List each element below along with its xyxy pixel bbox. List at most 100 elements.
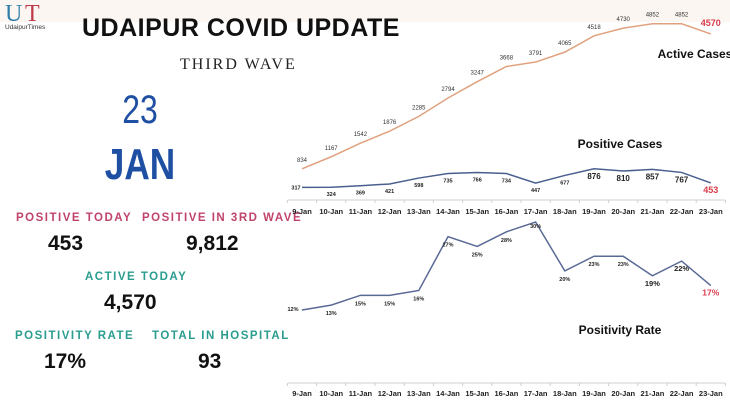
positivity-rate-line [301, 221, 712, 311]
positivity-data-label: 28% [501, 238, 512, 244]
positivity-data-label: 27% [442, 243, 453, 249]
positive-cases-data-label: 447 [531, 188, 540, 194]
x-tick-label: 14-Jan [436, 207, 460, 216]
positivity-data-label: 12% [287, 307, 298, 313]
x-tick-label: 18-Jan [553, 207, 577, 216]
active-cases-data-label: 1876 [383, 120, 397, 126]
active-cases-data-label: 4852 [646, 13, 660, 19]
active-cases-data-label: 2285 [412, 105, 426, 111]
x-tick-label: 17-Jan [524, 389, 548, 398]
x-tick-label: 13-Jan [407, 207, 431, 216]
udaipurtimes-logo: U T UdaipurTimes [3, 1, 49, 33]
active-cases-data-label: 4852 [675, 13, 689, 19]
positivity-data-label: 16% [413, 296, 424, 302]
active-cases-data-label: 4570 [701, 18, 721, 28]
positive-cases-data-label: 810 [617, 174, 631, 183]
logo-letter-t: T [25, 1, 40, 27]
positivity-data-label: 19% [645, 279, 660, 288]
x-tick-label: 12-Jan [378, 207, 402, 216]
positivity-data-label: 20% [559, 277, 570, 283]
positivity-rate-series-label: Positivity Rate [579, 323, 662, 337]
x-tick-label: 22-Jan [670, 389, 694, 398]
positivity-rate-value: 17% [44, 350, 87, 373]
x-tick-label: 21-Jan [641, 389, 665, 398]
page-subtitle: THIRD WAVE [180, 56, 297, 73]
positive-cases-line [301, 168, 712, 189]
active-cases-line [301, 22, 712, 170]
x-tick-label: 10-Jan [319, 207, 343, 216]
x-tick-label: 21-Jan [641, 207, 665, 216]
active-cases-data-label: 3247 [471, 71, 485, 77]
x-tick-label: 12-Jan [378, 389, 402, 398]
active-cases-data-label: 3668 [500, 55, 514, 61]
positive-cases-data-label: 369 [356, 191, 365, 197]
positivity-data-label: 23% [618, 262, 629, 268]
positive-cases-data-label: 767 [675, 175, 689, 184]
positivity-data-label: 13% [326, 311, 337, 317]
x-tick-label: 23-Jan [699, 389, 723, 398]
active-cases-data-label: 3791 [529, 51, 543, 57]
x-tick-label: 14-Jan [436, 389, 460, 398]
x-tick-label: 9-Jan [292, 207, 312, 216]
x-tick-label: 18-Jan [553, 389, 577, 398]
x-tick-label: 10-Jan [319, 389, 343, 398]
positivity-data-label: 17% [702, 288, 719, 298]
active-cases-data-label: 1542 [354, 132, 368, 138]
positive-cases-data-label: 766 [473, 177, 482, 183]
logo-letter-u: U [5, 1, 22, 27]
x-tick-label: 19-Jan [582, 389, 606, 398]
positivity-data-label: 15% [355, 301, 366, 307]
positivity-rate-label: POSITIVITY RATE [15, 330, 135, 342]
x-tick-label: 15-Jan [465, 389, 489, 398]
positivity-data-label: 25% [472, 252, 483, 258]
positive-cases-data-label: 453 [703, 185, 718, 195]
positive-cases-data-label: 857 [646, 172, 660, 181]
x-tick-label: 17-Jan [524, 207, 548, 216]
page-title: UDAIPUR COVID UPDATE [82, 14, 400, 42]
x-tick-label: 15-Jan [465, 207, 489, 216]
positive-cases-data-label: 734 [502, 179, 512, 185]
total-in-hospital-value: 93 [198, 350, 222, 373]
active-cases-data-label: 4065 [558, 41, 572, 47]
active-cases-data-label: 1167 [325, 146, 339, 152]
positive-cases-data-label: 324 [327, 192, 337, 198]
date-month: JAN [104, 140, 176, 189]
header-band [0, 0, 730, 22]
positive-3rd-wave-value: 9,812 [186, 232, 239, 255]
active-today-value: 4,570 [104, 291, 157, 314]
total-in-hospital-label: TOTAL IN HOSPITAL [152, 330, 290, 342]
x-tick-label: 16-Jan [495, 207, 519, 216]
positive-today-label: POSITIVE TODAY [16, 212, 133, 224]
x-tick-label: 11-Jan [349, 389, 373, 398]
positivity-data-label: 30% [530, 224, 541, 230]
active-cases-data-label: 834 [297, 158, 308, 164]
positive-3rd-wave-label: POSITIVE IN 3RD WAVE [142, 212, 303, 224]
positive-cases-data-label: 598 [414, 183, 423, 189]
x-tick-label: 9-Jan [292, 389, 312, 398]
positive-cases-data-label: 735 [443, 179, 452, 185]
date-day: 23 [122, 88, 158, 132]
cases-chart: 9-Jan 10-Jan 11-Jan 12-Jan 13-Jan 14-Jan 15-Ja… [286, 13, 730, 216]
active-cases-data-label: 4730 [617, 17, 631, 23]
positivity-data-label: 23% [588, 262, 599, 268]
x-tick-label: 23-Jan [699, 207, 723, 216]
active-cases-series-label: Active Cases [658, 47, 730, 61]
logo-caption: UdaipurTimes [5, 24, 46, 31]
x-tick-label: 20-Jan [611, 207, 635, 216]
positive-cases-series-label: Positive Cases [578, 137, 663, 151]
positive-cases-data-label: 421 [385, 189, 394, 195]
active-cases-data-label: 2794 [441, 87, 455, 93]
positive-cases-data-label: 677 [560, 180, 569, 186]
x-tick-label: 16-Jan [495, 389, 519, 398]
positive-cases-data-label: 317 [291, 185, 300, 191]
positivity-chart: 9-Jan 10-Jan 11-Jan 12-Jan 13-Jan 14-Jan 15-Ja… [286, 221, 726, 398]
x-tick-label: 13-Jan [407, 389, 431, 398]
x-tick-label: 20-Jan [611, 389, 635, 398]
positive-cases-data-label: 876 [587, 172, 601, 181]
active-cases-data-label: 4518 [587, 25, 601, 31]
x-tick-label: 19-Jan [582, 207, 606, 216]
active-today-label: ACTIVE TODAY [85, 271, 188, 283]
x-tick-label: 11-Jan [349, 207, 373, 216]
positivity-data-label: 15% [384, 301, 395, 307]
positive-today-value: 453 [48, 232, 84, 255]
